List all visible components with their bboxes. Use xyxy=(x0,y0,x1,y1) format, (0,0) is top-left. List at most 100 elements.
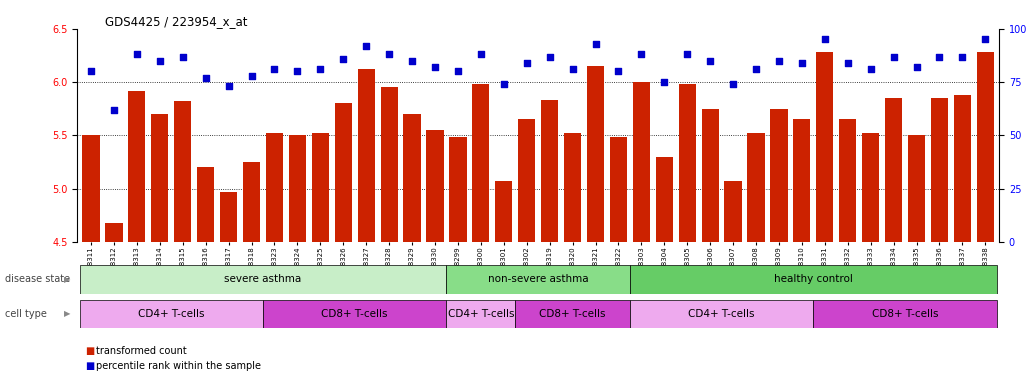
Bar xyxy=(515,300,630,328)
Text: ■: ■ xyxy=(85,361,95,371)
Bar xyxy=(793,119,811,384)
Bar xyxy=(656,157,673,384)
Text: ■: ■ xyxy=(85,346,95,356)
Bar xyxy=(266,133,283,384)
Point xyxy=(954,53,970,60)
Point xyxy=(908,64,925,70)
Text: ▶: ▶ xyxy=(64,275,70,284)
Text: non-severe asthma: non-severe asthma xyxy=(488,274,588,285)
Text: percentile rank within the sample: percentile rank within the sample xyxy=(96,361,261,371)
Bar xyxy=(701,109,719,384)
Bar xyxy=(954,95,971,384)
Text: CD8+ T-cells: CD8+ T-cells xyxy=(871,309,938,319)
Bar xyxy=(197,167,214,384)
Bar xyxy=(541,100,558,384)
Text: CD8+ T-cells: CD8+ T-cells xyxy=(540,309,606,319)
Point xyxy=(931,53,948,60)
Bar xyxy=(335,103,352,384)
Bar xyxy=(839,119,856,384)
Point xyxy=(106,107,123,113)
Point xyxy=(151,58,168,64)
Point xyxy=(564,66,581,72)
Bar xyxy=(380,88,398,384)
Bar xyxy=(446,265,630,294)
Bar xyxy=(79,300,263,328)
Bar xyxy=(243,162,261,384)
Point xyxy=(518,60,535,66)
Bar xyxy=(518,119,536,384)
Point xyxy=(817,36,833,43)
Point xyxy=(426,64,443,70)
Point xyxy=(839,60,856,66)
Point xyxy=(174,53,191,60)
Bar xyxy=(862,133,880,384)
Bar xyxy=(931,98,948,384)
Bar xyxy=(220,192,237,384)
Bar xyxy=(610,137,627,384)
Point xyxy=(358,43,375,49)
Point xyxy=(404,58,420,64)
Text: transformed count: transformed count xyxy=(96,346,186,356)
Bar xyxy=(814,300,997,328)
Bar xyxy=(357,69,375,384)
Bar xyxy=(495,181,512,384)
Point xyxy=(862,66,879,72)
Bar xyxy=(105,223,123,384)
Bar xyxy=(770,109,788,384)
Bar xyxy=(129,91,145,384)
Bar xyxy=(446,300,515,328)
Bar xyxy=(426,130,444,384)
Text: GDS4425 / 223954_x_at: GDS4425 / 223954_x_at xyxy=(105,15,247,28)
Point xyxy=(656,79,673,85)
Bar xyxy=(82,136,100,384)
Text: severe asthma: severe asthma xyxy=(225,274,302,285)
Bar xyxy=(404,114,420,384)
Point xyxy=(587,41,604,47)
Point xyxy=(725,81,742,87)
Text: disease state: disease state xyxy=(5,274,70,285)
Bar xyxy=(449,137,467,384)
Point xyxy=(198,75,214,81)
Point xyxy=(312,66,329,72)
Point xyxy=(289,68,306,74)
Bar xyxy=(564,133,581,384)
Point xyxy=(633,51,650,58)
Bar xyxy=(748,133,764,384)
Bar xyxy=(288,136,306,384)
Bar xyxy=(79,265,446,294)
Text: CD8+ T-cells: CD8+ T-cells xyxy=(321,309,388,319)
Point xyxy=(243,73,260,79)
Point xyxy=(495,81,512,87)
Bar xyxy=(976,52,994,384)
Point xyxy=(748,66,764,72)
Bar xyxy=(587,66,605,384)
Bar xyxy=(885,98,902,384)
Point xyxy=(610,68,626,74)
Bar xyxy=(630,265,997,294)
Point xyxy=(335,56,351,62)
Bar xyxy=(263,300,446,328)
Text: CD4+ T-cells: CD4+ T-cells xyxy=(448,309,514,319)
Point xyxy=(977,36,994,43)
Bar xyxy=(312,133,329,384)
Text: CD4+ T-cells: CD4+ T-cells xyxy=(138,309,205,319)
Point xyxy=(886,53,902,60)
Bar xyxy=(632,82,650,384)
Bar xyxy=(630,300,814,328)
Bar xyxy=(724,181,742,384)
Text: CD4+ T-cells: CD4+ T-cells xyxy=(688,309,755,319)
Point xyxy=(794,60,811,66)
Text: cell type: cell type xyxy=(5,309,47,319)
Text: ▶: ▶ xyxy=(64,310,70,318)
Point xyxy=(266,66,282,72)
Point xyxy=(129,51,145,58)
Bar xyxy=(472,84,489,384)
Point xyxy=(701,58,718,64)
Point xyxy=(220,83,237,89)
Point xyxy=(82,68,99,74)
Bar xyxy=(816,52,833,384)
Point xyxy=(542,53,558,60)
Point xyxy=(381,51,398,58)
Text: healthy control: healthy control xyxy=(774,274,853,285)
Bar xyxy=(151,114,168,384)
